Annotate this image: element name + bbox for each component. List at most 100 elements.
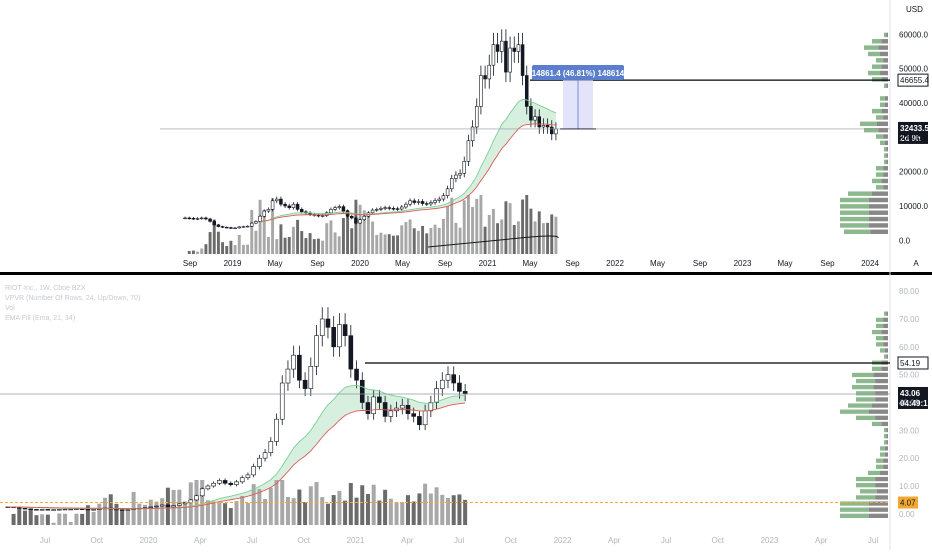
volume-profile-up-1-14 [884,434,887,439]
candle-body-1-60 [348,335,354,370]
candle-body-1-62 [359,379,365,403]
candle-body-1-33 [194,495,199,501]
volume-bar-1-66 [383,489,388,525]
candle-body-0-46 [374,209,379,211]
volume-profile-up-0-32 [864,45,879,50]
volume-bar-0-62 [441,218,445,254]
volume-bar-1-40 [234,501,239,525]
volume-bar-0-34 [325,223,329,254]
volume-bar-1-57 [331,495,336,525]
volume-bar-1-8 [51,522,56,525]
volume-bar-0-39 [346,209,350,254]
last-price-badge-1[interactable] [898,386,928,409]
volume-bar-1-75 [434,487,439,525]
volume-bar-1-78 [451,495,456,525]
volume-profile-up-1-1 [840,513,869,518]
candle-body-1-34 [199,488,205,497]
candle-body-1-12 [74,508,79,510]
volume-profile-down-0-22 [881,108,888,114]
candle-body-1-64 [371,396,376,414]
volume-profile-down-1-7 [875,476,888,482]
volume-profile-up-1-34 [884,311,887,316]
volume-bar-0-46 [375,234,379,254]
level-badge-1[interactable] [897,356,929,370]
x-tick-label-1-13: Oct [712,536,725,545]
level-badge-0[interactable] [897,73,929,87]
volume-bar-0-26 [291,226,295,254]
volume-bar-1-61 [354,497,359,525]
volume-bar-1-72 [417,493,422,525]
volume-profile-down-0-5 [868,216,888,222]
volume-profile-up-1-17 [856,415,876,420]
volume-profile-down-1-9 [883,464,888,469]
volume-bar-0-69 [471,206,475,254]
volume-profile-up-1-16 [872,421,882,427]
candle-body-1-5 [34,509,39,511]
volume-bar-0-59 [429,227,433,254]
volume-profile-up-1-29 [876,342,884,347]
panel-divider[interactable] [0,272,932,275]
candle-body-0-81 [520,44,525,76]
volume-profile-down-1-24 [873,372,888,378]
y-tick-label-0-6: 60000.0 [899,30,928,39]
volume-bar-1-52 [303,502,308,525]
x-tick-label-1-6: 2021 [347,536,365,545]
volume-profile-down-0-26 [886,83,888,88]
level-label-1: 54.19 [900,359,921,368]
candle-body-0-8 [216,224,221,227]
volume-profile-down-0-13 [883,166,888,171]
volume-bar-0-14 [241,244,245,254]
countdown-label-1: 04:49:19 [900,399,932,408]
volume-profile-up-1-27 [884,354,887,359]
volume-profile-up-1-20 [856,397,876,402]
volume-bar-1-35 [205,500,210,525]
last-price-badge-0[interactable] [898,121,928,144]
candle-body-1-47 [274,418,279,442]
candle-body-0-74 [491,44,496,66]
volume-profile-down-0-7 [868,204,888,209]
candle-body-0-28 [299,209,304,213]
volume-profile-down-1-8 [880,470,888,476]
volume-bar-1-21 [125,509,130,525]
candle-body-0-77 [504,40,508,73]
volume-bar-0-1 [187,250,191,254]
candle-body-1-56 [325,318,331,328]
volume-profile-up-1-5 [860,489,877,494]
volume-bar-0-60 [433,224,437,254]
volume-profile-down-0-15 [886,153,888,158]
candle-body-1-58 [337,324,342,348]
candle-body-0-85 [537,116,542,128]
candle-body-1-67 [388,410,394,417]
candle-body-0-61 [437,198,442,201]
volume-profile-up-0-21 [876,115,884,120]
volume-profile-down-0-31 [880,51,888,57]
candle-body-1-4 [28,508,34,510]
volume-bar-1-6 [40,514,45,525]
x-tick-label-0-0: Sep [183,259,198,268]
candle-body-1-61 [354,368,359,381]
legend-entry-1: VPVR (Number Of Rows, 24, Up/Down, 70) [5,295,140,302]
volume-bar-0-13 [237,234,241,254]
volume-bar-0-33 [321,240,325,254]
volume-profile-up-0-34 [884,32,887,38]
volume-bar-1-71 [411,501,416,525]
volume-bar-0-15 [246,244,250,254]
y-tick-label-0-3: 30000.0 [899,133,928,142]
volume-bar-0-47 [379,232,383,254]
candle-body-0-80 [516,44,521,52]
x-tick-label-0-4: 2020 [351,259,369,268]
volume-bar-1-43 [251,484,256,525]
volume-bar-1-80 [463,499,468,525]
volume-bar-1-10 [63,513,68,525]
volume-bar-1-1 [11,513,16,525]
x-tick-label-0-16: 2024 [861,259,879,268]
candle-body-1-57 [331,327,336,348]
candle-body-0-84 [533,116,537,121]
candle-body-0-55 [412,200,417,203]
candle-body-0-47 [379,208,383,210]
volume-bar-1-70 [405,495,410,525]
candle-body-0-37 [337,206,342,208]
candle-body-1-72 [417,416,422,426]
